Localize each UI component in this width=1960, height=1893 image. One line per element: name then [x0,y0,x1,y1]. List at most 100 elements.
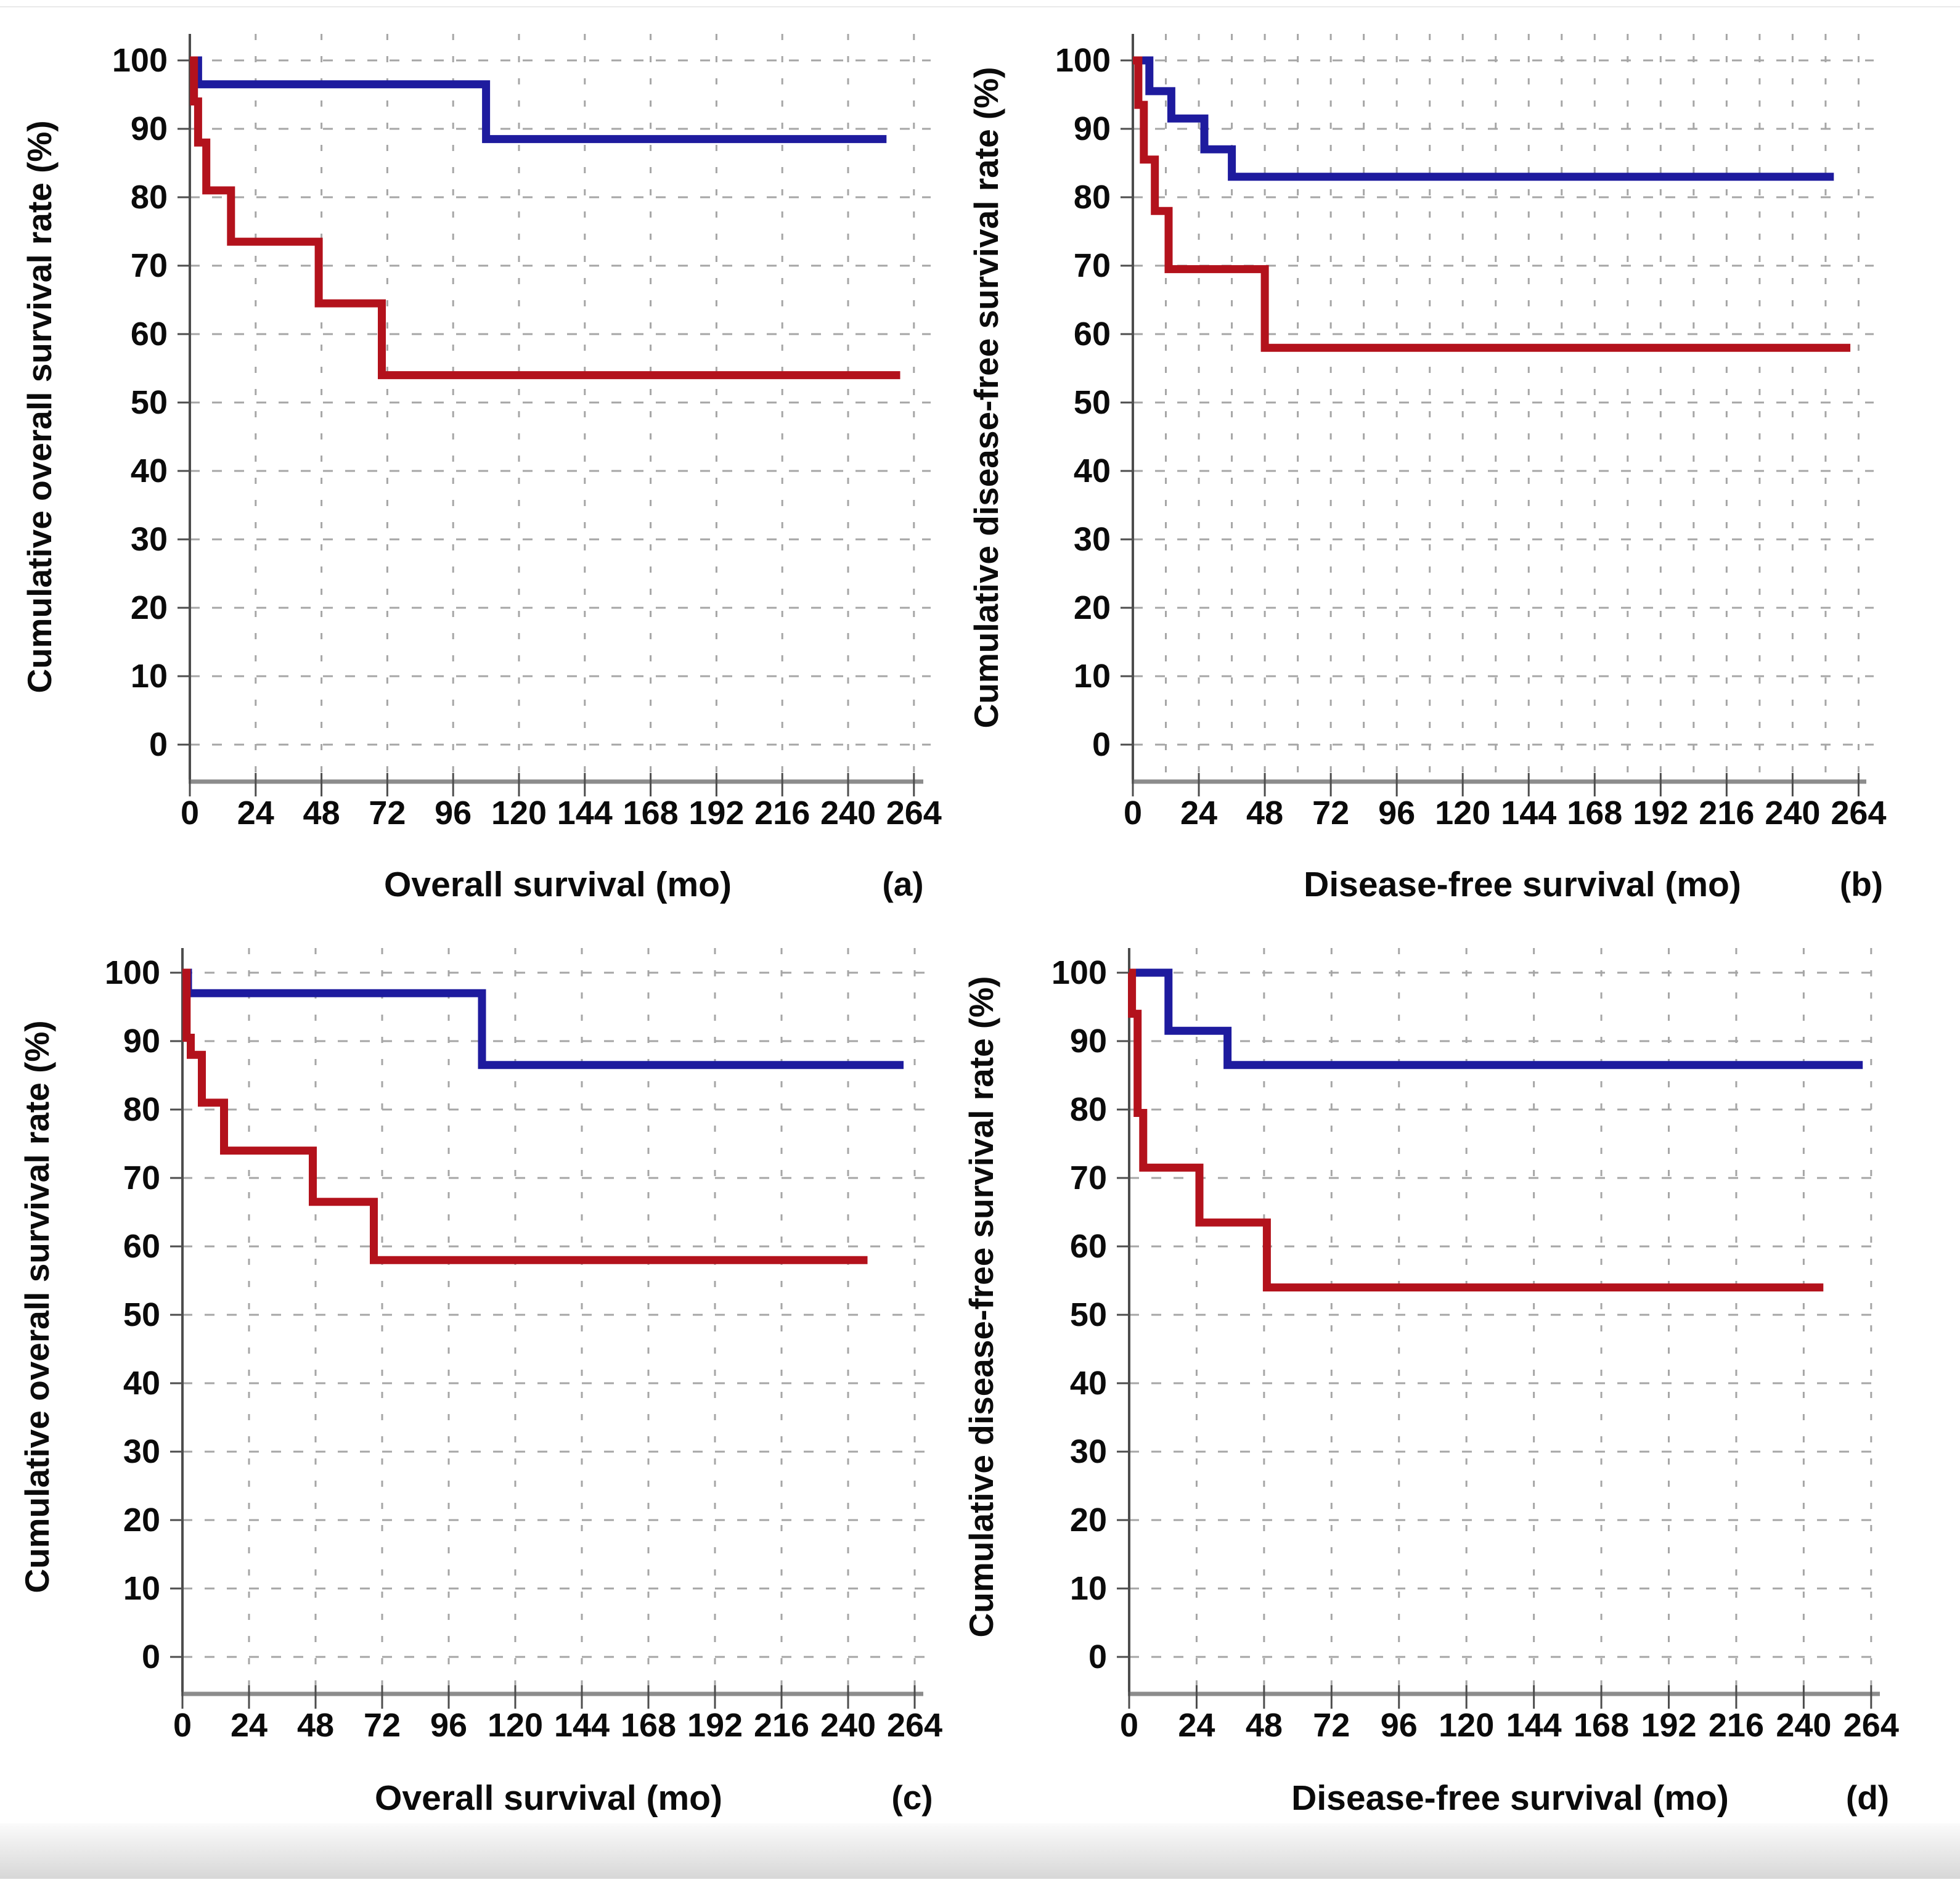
y-tick-label-b-50: 50 [1073,384,1111,421]
panel-b-x-axis-title: Disease-free survival (mo) [1304,865,1741,904]
y-tick-label-a-60: 60 [130,316,168,353]
x-tick-label-a-96: 96 [435,795,472,832]
y-tick-label-b-10: 10 [1073,658,1111,695]
panel-d-y-axis-title: Cumulative disease-free survival rate (%… [962,976,1000,1638]
y-tick-label-c-60: 60 [123,1228,160,1265]
x-tick-label-b-264: 264 [1831,795,1887,832]
y-tick-label-a-20: 20 [130,589,168,626]
y-tick-label-c-40: 40 [123,1365,160,1402]
x-tick-label-a-0: 0 [180,795,200,832]
x-tick-label-b-72: 72 [1312,795,1350,832]
x-tick-label-c-216: 216 [753,1707,810,1744]
y-tick-label-a-70: 70 [130,247,168,284]
x-tick-label-b-144: 144 [1501,795,1557,832]
x-tick-label-b-192: 192 [1633,795,1689,832]
panel-c-y-axis-title: Cumulative overall survival rate (%) [18,1020,56,1593]
y-tick-label-b-60: 60 [1073,316,1111,353]
y-tick-label-b-70: 70 [1073,247,1111,284]
y-tick-label-d-40: 40 [1069,1365,1107,1402]
km-curve-d-red-series [1128,968,1824,1292]
y-tick-label-d-10: 10 [1069,1570,1107,1607]
y-tick-label-a-50: 50 [130,384,168,421]
y-tick-label-c-30: 30 [123,1433,160,1470]
y-tick-label-a-80: 80 [130,179,168,216]
x-tick-label-d-240: 240 [1776,1707,1832,1744]
km-curve-b-blue-series [1133,56,1834,181]
x-tick-label-d-216: 216 [1708,1707,1765,1744]
x-tick-label-d-120: 120 [1439,1707,1495,1744]
panel-a-letter: (a) [882,865,924,903]
x-tick-label-d-168: 168 [1574,1707,1630,1744]
x-tick-label-c-264: 264 [886,1707,943,1744]
y-tick-label-b-40: 40 [1073,452,1111,489]
y-tick-label-c-50: 50 [123,1296,160,1333]
y-tick-label-d-30: 30 [1069,1433,1107,1470]
x-tick-label-c-72: 72 [363,1707,401,1744]
y-tick-label-b-90: 90 [1073,110,1111,147]
panel-a-y-axis-title: Cumulative overall survival rate (%) [20,120,59,693]
x-tick-label-b-120: 120 [1435,795,1491,832]
y-tick-label-d-20: 20 [1069,1502,1107,1539]
km-curve-a-red-series [190,56,900,380]
x-tick-label-a-168: 168 [623,795,679,832]
panel-c-x-axis-title: Overall survival (mo) [375,1778,722,1818]
x-tick-label-c-168: 168 [620,1707,677,1744]
x-tick-label-d-24: 24 [1178,1707,1215,1744]
x-tick-label-a-72: 72 [369,795,406,832]
x-tick-label-d-192: 192 [1641,1707,1697,1744]
x-tick-label-c-144: 144 [553,1707,610,1744]
km-curve-c-red-series [182,968,868,1264]
y-tick-label-c-70: 70 [123,1159,160,1196]
km-curve-d-blue-series [1129,968,1863,1069]
km-curve-b-red-series [1133,56,1851,352]
x-tick-label-c-192: 192 [687,1707,743,1744]
x-tick-label-b-168: 168 [1567,795,1623,832]
x-tick-label-b-24: 24 [1180,795,1218,832]
panel-d-x-axis-title: Disease-free survival (mo) [1291,1778,1729,1818]
x-tick-label-a-216: 216 [754,795,811,832]
x-tick-label-c-0: 0 [173,1707,192,1744]
y-tick-label-c-0: 0 [141,1638,160,1675]
y-tick-label-c-90: 90 [123,1023,160,1060]
y-tick-label-c-80: 80 [123,1091,160,1128]
x-tick-label-b-48: 48 [1246,795,1284,832]
y-tick-label-d-60: 60 [1069,1228,1107,1265]
x-tick-label-b-0: 0 [1123,795,1143,832]
x-tick-label-b-216: 216 [1699,795,1755,832]
x-tick-label-b-240: 240 [1765,795,1821,832]
x-tick-label-a-48: 48 [303,795,340,832]
x-tick-label-c-240: 240 [820,1707,876,1744]
y-tick-label-c-100: 100 [104,954,160,991]
y-tick-label-b-80: 80 [1073,179,1111,216]
y-tick-label-a-40: 40 [130,452,168,489]
panel-a-x-axis-title: Overall survival (mo) [384,865,732,904]
x-tick-label-c-120: 120 [487,1707,544,1744]
x-tick-label-c-48: 48 [296,1707,335,1744]
y-tick-label-b-30: 30 [1073,521,1111,558]
x-tick-label-b-96: 96 [1378,795,1416,832]
y-tick-label-a-30: 30 [130,521,168,558]
x-tick-label-c-96: 96 [430,1707,468,1744]
y-tick-label-b-0: 0 [1092,726,1111,763]
y-tick-label-d-80: 80 [1069,1091,1107,1128]
y-tick-label-b-20: 20 [1073,589,1111,626]
y-tick-label-c-20: 20 [123,1502,160,1539]
x-tick-label-a-240: 240 [820,795,876,832]
y-tick-label-d-50: 50 [1069,1296,1107,1333]
top-hairline [0,6,1960,7]
x-tick-label-d-0: 0 [1119,1707,1139,1744]
y-tick-label-d-90: 90 [1069,1023,1107,1060]
y-tick-label-a-100: 100 [112,42,168,79]
x-tick-label-d-48: 48 [1245,1707,1283,1744]
x-tick-label-a-24: 24 [237,795,274,832]
x-tick-label-a-264: 264 [886,795,942,832]
x-tick-label-a-144: 144 [557,795,613,832]
x-tick-label-d-72: 72 [1313,1707,1350,1744]
y-tick-label-d-0: 0 [1088,1638,1107,1675]
y-tick-label-a-10: 10 [130,658,168,695]
panel-d-letter: (d) [1845,1778,1890,1817]
y-tick-label-c-10: 10 [123,1570,160,1607]
y-tick-label-a-0: 0 [149,726,168,763]
